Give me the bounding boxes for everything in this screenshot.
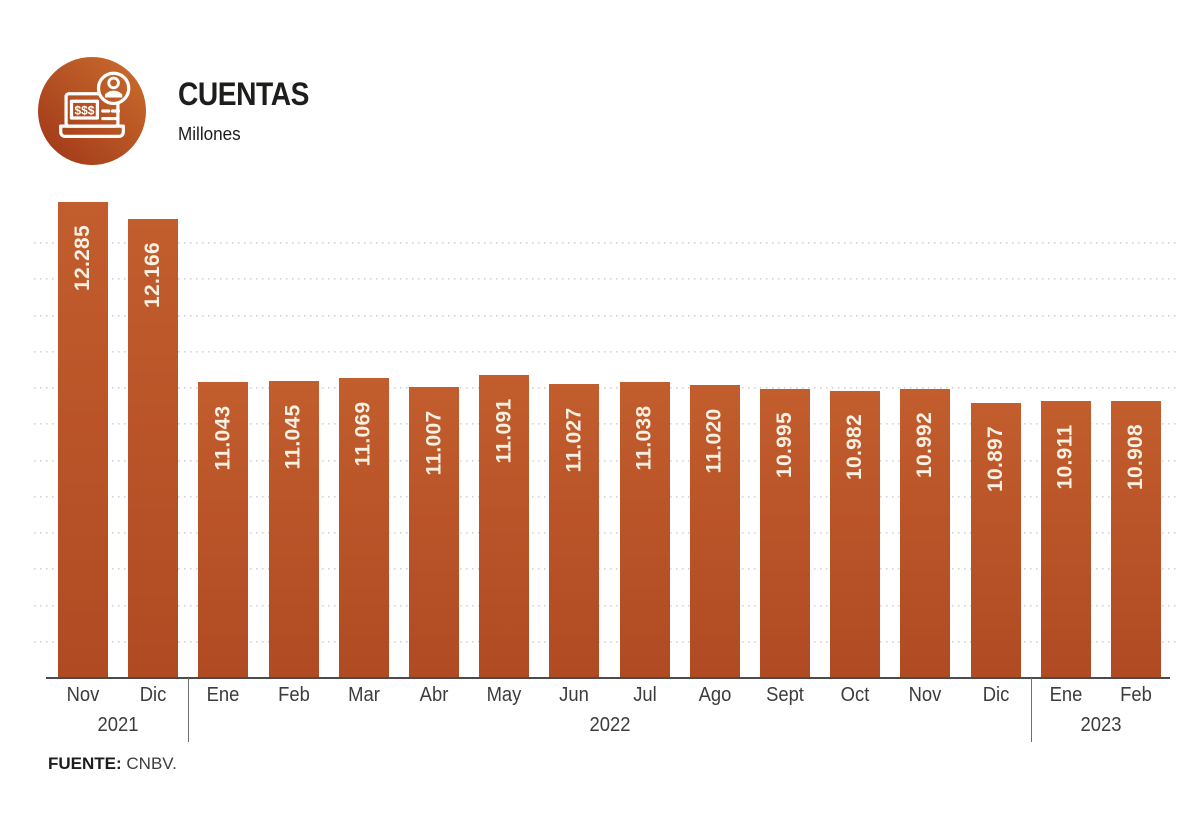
gridline	[34, 242, 1180, 244]
bar-Ago-9	[689, 385, 740, 678]
x-tick-Jul-8: Jul	[632, 684, 657, 706]
x-tick-Feb-3: Feb	[277, 684, 310, 706]
year-label-2022: 2022	[589, 714, 630, 736]
x-tick-Oct-11: Oct	[840, 684, 870, 706]
bar-Nov-12	[900, 389, 951, 678]
gridline	[34, 350, 1180, 353]
gridline	[34, 423, 1180, 426]
gridline	[34, 278, 1180, 281]
x-tick-Nov-12: Nov	[909, 684, 942, 706]
x-tick-Mar-4: Mar	[347, 684, 380, 706]
x-tick-Dic-1: Dic	[139, 684, 167, 706]
x-tick-Ago-9: Ago	[698, 684, 732, 706]
gridline	[34, 640, 1180, 643]
bar-Dic-1	[128, 218, 179, 678]
x-tick-Jun-7: Jun	[559, 684, 590, 706]
gridline	[34, 568, 1180, 571]
bar-Ene-14	[1040, 400, 1091, 678]
bar-Nov-0	[58, 201, 108, 678]
accounts-money-card-icon: $$$	[38, 57, 146, 165]
bar-Feb-3	[268, 381, 319, 678]
page-title: CUENTAS	[178, 76, 309, 112]
bar-Sept-10	[760, 388, 810, 678]
gridline	[34, 604, 1180, 607]
money-card-icon	[59, 92, 125, 138]
x-tick-Dic-13: Dic	[982, 684, 1009, 706]
icon-dollar-text: $$$	[75, 103, 95, 117]
bar-Jul-8	[619, 382, 670, 678]
gridline	[34, 532, 1180, 534]
accounts-money-card-icon-svg: $$$	[38, 57, 146, 165]
bar-Jun-7	[549, 384, 600, 678]
bar-Abr-5	[409, 386, 459, 678]
source-value: CNBV.	[126, 754, 177, 773]
x-tick-Sept-10: Sept	[766, 684, 804, 706]
year-divider	[1030, 678, 1032, 742]
gridline	[34, 495, 1180, 498]
x-tick-Ene-2: Ene	[207, 684, 240, 706]
x-tick-Abr-5: Abr	[419, 684, 449, 706]
year-label-2021: 2021	[97, 714, 139, 736]
x-tick-May-6: May	[486, 684, 522, 706]
gridline	[34, 459, 1180, 462]
x-tick-Nov-0: Nov	[66, 684, 100, 706]
gridline	[34, 314, 1180, 317]
bar-May-6	[479, 374, 530, 678]
year-divider	[188, 678, 190, 742]
bar-Feb-15	[1111, 401, 1161, 678]
year-label-2023: 2023	[1080, 714, 1122, 736]
person-badge-icon	[96, 71, 131, 106]
x-tick-Feb-15: Feb	[1120, 684, 1152, 706]
bar-Ene-2	[198, 381, 249, 678]
x-tick-Ene-14: Ene	[1049, 684, 1083, 706]
bar-Mar-4	[338, 377, 389, 678]
x-axis-line	[46, 677, 1170, 679]
bar-Dic-13	[970, 402, 1021, 678]
page-subtitle: Millones	[178, 124, 241, 144]
source-label: FUENTE:	[48, 754, 122, 773]
gridline	[34, 387, 1180, 389]
bar-Oct-11	[830, 390, 881, 678]
source-line: FUENTE: CNBV.	[48, 754, 177, 774]
